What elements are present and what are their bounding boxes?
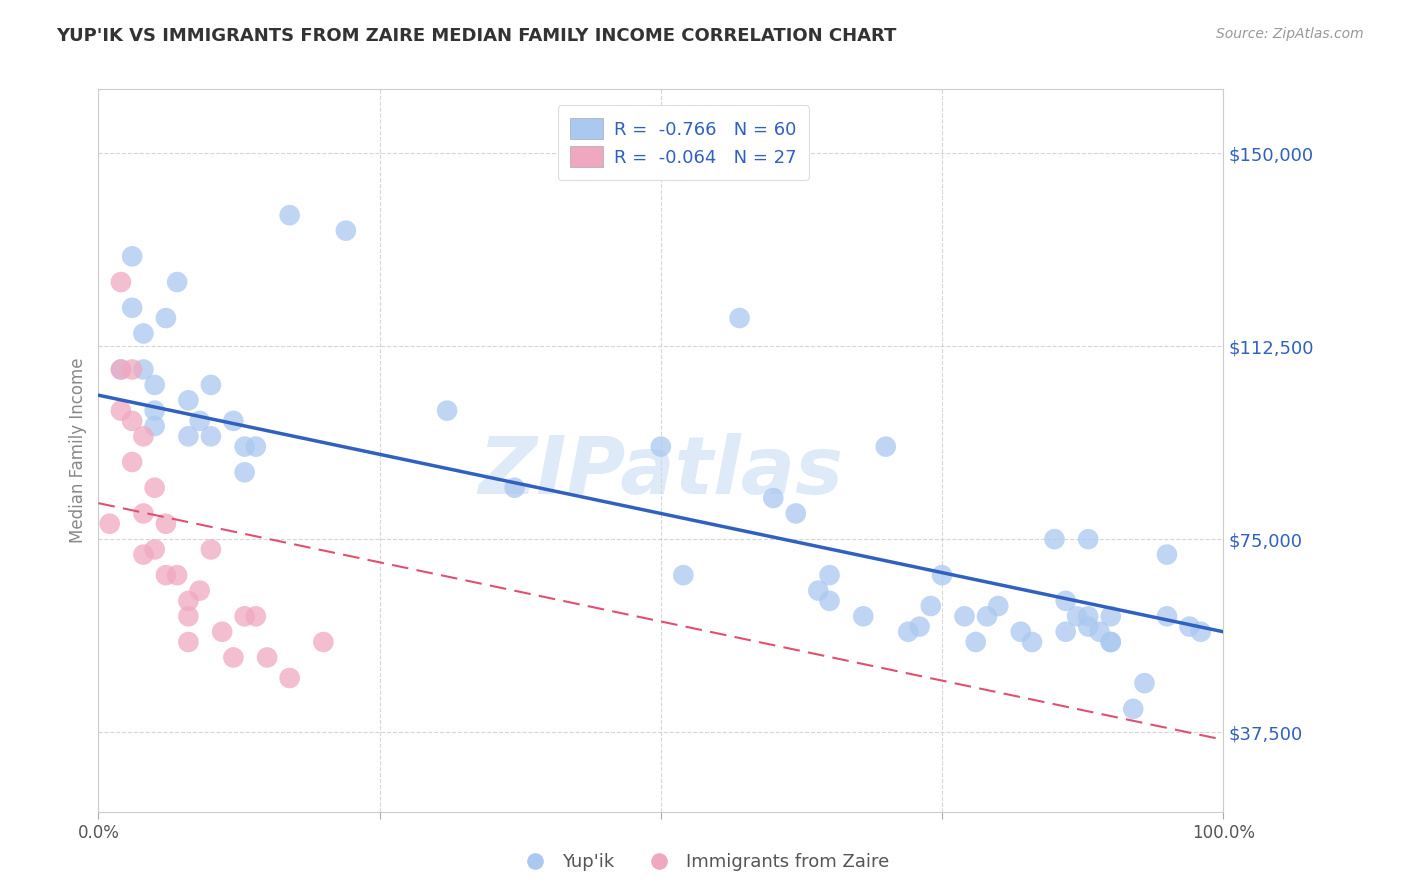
Point bbox=[177, 594, 200, 608]
Point bbox=[177, 635, 200, 649]
Point bbox=[110, 362, 132, 376]
Point bbox=[1178, 619, 1201, 633]
Point bbox=[1077, 532, 1099, 546]
Point bbox=[222, 650, 245, 665]
Legend: R =  -0.766   N = 60, R =  -0.064   N = 27: R = -0.766 N = 60, R = -0.064 N = 27 bbox=[558, 105, 808, 179]
Point bbox=[436, 403, 458, 417]
Point bbox=[335, 224, 357, 238]
Point bbox=[818, 594, 841, 608]
Point bbox=[121, 414, 143, 428]
Point bbox=[807, 583, 830, 598]
Point bbox=[188, 414, 211, 428]
Point bbox=[132, 362, 155, 376]
Point bbox=[897, 624, 920, 639]
Point bbox=[256, 650, 278, 665]
Point bbox=[672, 568, 695, 582]
Point bbox=[177, 609, 200, 624]
Point bbox=[931, 568, 953, 582]
Text: Source: ZipAtlas.com: Source: ZipAtlas.com bbox=[1216, 27, 1364, 41]
Point bbox=[1156, 548, 1178, 562]
Point bbox=[143, 481, 166, 495]
Text: YUP'IK VS IMMIGRANTS FROM ZAIRE MEDIAN FAMILY INCOME CORRELATION CHART: YUP'IK VS IMMIGRANTS FROM ZAIRE MEDIAN F… bbox=[56, 27, 897, 45]
Point bbox=[852, 609, 875, 624]
Point bbox=[200, 542, 222, 557]
Point bbox=[143, 542, 166, 557]
Point bbox=[233, 466, 256, 480]
Point bbox=[953, 609, 976, 624]
Point bbox=[200, 429, 222, 443]
Point bbox=[211, 624, 233, 639]
Point bbox=[155, 516, 177, 531]
Point bbox=[132, 548, 155, 562]
Point bbox=[1099, 609, 1122, 624]
Point bbox=[110, 403, 132, 417]
Point bbox=[650, 440, 672, 454]
Point bbox=[233, 609, 256, 624]
Point bbox=[200, 377, 222, 392]
Point bbox=[1099, 635, 1122, 649]
Point bbox=[177, 429, 200, 443]
Point bbox=[987, 599, 1010, 613]
Point bbox=[278, 208, 301, 222]
Point bbox=[1189, 624, 1212, 639]
Point bbox=[1043, 532, 1066, 546]
Point bbox=[245, 440, 267, 454]
Point bbox=[98, 516, 121, 531]
Point bbox=[188, 583, 211, 598]
Point bbox=[143, 403, 166, 417]
Point bbox=[155, 568, 177, 582]
Point bbox=[1054, 594, 1077, 608]
Point bbox=[920, 599, 942, 613]
Point bbox=[132, 507, 155, 521]
Point bbox=[121, 455, 143, 469]
Point bbox=[908, 619, 931, 633]
Point bbox=[233, 440, 256, 454]
Point bbox=[1077, 619, 1099, 633]
Point bbox=[1133, 676, 1156, 690]
Point bbox=[875, 440, 897, 454]
Point bbox=[1077, 609, 1099, 624]
Point bbox=[110, 362, 132, 376]
Point bbox=[818, 568, 841, 582]
Point bbox=[965, 635, 987, 649]
Point bbox=[166, 568, 188, 582]
Point bbox=[121, 362, 143, 376]
Point bbox=[1156, 609, 1178, 624]
Point bbox=[1010, 624, 1032, 639]
Point bbox=[278, 671, 301, 685]
Point bbox=[728, 311, 751, 326]
Point bbox=[177, 393, 200, 408]
Point bbox=[143, 419, 166, 434]
Point bbox=[110, 275, 132, 289]
Legend: Yup'ik, Immigrants from Zaire: Yup'ik, Immigrants from Zaire bbox=[509, 847, 897, 879]
Point bbox=[166, 275, 188, 289]
Point bbox=[121, 301, 143, 315]
Point bbox=[143, 377, 166, 392]
Point bbox=[976, 609, 998, 624]
Y-axis label: Median Family Income: Median Family Income bbox=[69, 358, 87, 543]
Point bbox=[785, 507, 807, 521]
Point bbox=[1066, 609, 1088, 624]
Point bbox=[245, 609, 267, 624]
Point bbox=[1021, 635, 1043, 649]
Text: ZIPatlas: ZIPatlas bbox=[478, 434, 844, 511]
Point bbox=[762, 491, 785, 505]
Point bbox=[132, 326, 155, 341]
Point bbox=[222, 414, 245, 428]
Point bbox=[1122, 702, 1144, 716]
Point bbox=[312, 635, 335, 649]
Point bbox=[155, 311, 177, 326]
Point bbox=[1054, 624, 1077, 639]
Point bbox=[132, 429, 155, 443]
Point bbox=[1088, 624, 1111, 639]
Point bbox=[121, 249, 143, 263]
Point bbox=[503, 481, 526, 495]
Point bbox=[1099, 635, 1122, 649]
